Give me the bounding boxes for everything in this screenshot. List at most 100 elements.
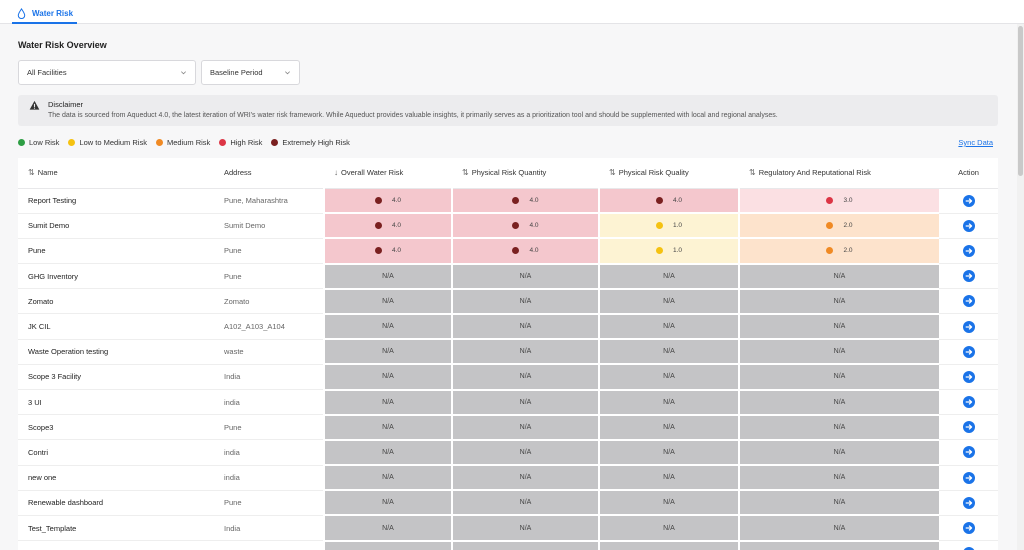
period-select[interactable]: Baseline Period bbox=[201, 60, 300, 85]
arrow-right-icon[interactable] bbox=[962, 345, 975, 358]
action-cell bbox=[939, 465, 998, 491]
risk-score-value: 1.0 bbox=[672, 247, 683, 255]
risk-na-cell: N/A bbox=[323, 414, 452, 441]
arrow-right-icon[interactable] bbox=[962, 446, 975, 459]
action-cell bbox=[939, 389, 998, 416]
disclaimer-title: Disclaimer bbox=[48, 100, 84, 109]
risk-na-cell: N/A bbox=[598, 515, 739, 542]
action-cell bbox=[939, 339, 998, 365]
arrow-right-icon[interactable] bbox=[962, 547, 975, 550]
risk-na-cell bbox=[451, 540, 599, 550]
arrow-right-icon[interactable] bbox=[962, 396, 975, 409]
column-header-regulatory-risk[interactable]: ⇅ Regulatory And Reputational Risk bbox=[739, 158, 939, 189]
risk-na-cell: N/A bbox=[598, 439, 739, 467]
page-scrollbar-thumb[interactable] bbox=[1018, 26, 1023, 176]
column-header-action-label: Action bbox=[958, 168, 979, 178]
arrow-right-icon[interactable] bbox=[962, 421, 975, 434]
table-row[interactable]: Pune Pune 4.0 4.0 1.0 2.0 bbox=[18, 238, 998, 265]
arrow-right-icon[interactable] bbox=[962, 194, 975, 207]
arrow-right-icon[interactable] bbox=[962, 320, 975, 333]
table-row[interactable]: JK CIL A102_A103_A104 N/A N/A N/A N/A bbox=[18, 313, 998, 341]
legend-dot-icon bbox=[271, 139, 279, 146]
arrow-right-icon[interactable] bbox=[962, 270, 975, 283]
column-header-physical-risk-quantity[interactable]: ⇅ Physical Risk Quantity bbox=[452, 158, 599, 189]
table-row[interactable]: 3 UI india N/A N/A N/A N/A bbox=[18, 389, 998, 416]
arrow-right-icon[interactable] bbox=[962, 471, 975, 484]
table-row[interactable]: Scope3 Pune N/A N/A N/A N/A bbox=[18, 414, 998, 441]
action-cell bbox=[939, 490, 998, 516]
column-header-physical-risk-quality[interactable]: ⇅ Physical Risk Quality bbox=[599, 158, 739, 189]
risk-na-cell: N/A bbox=[598, 364, 739, 391]
legend-item: Medium Risk bbox=[155, 138, 211, 147]
table-row[interactable]: Contri india N/A N/A N/A N/A bbox=[18, 439, 998, 467]
table-row[interactable]: Zomato Zomato N/A N/A N/A N/A bbox=[18, 288, 998, 315]
risk-na-cell: N/A bbox=[738, 339, 939, 366]
risk-na-cell: N/A bbox=[451, 339, 599, 366]
risk-na-cell: N/A bbox=[738, 389, 939, 416]
arrow-right-icon[interactable] bbox=[962, 244, 975, 257]
legend-item: High Risk bbox=[219, 138, 262, 147]
table-row[interactable]: Waste Operation testing waste N/A N/A N/A N/A bbox=[18, 339, 998, 366]
risk-na-cell: N/A bbox=[598, 288, 739, 315]
column-header-name[interactable]: ⇅ Name bbox=[18, 158, 214, 189]
risk-na-cell: N/A bbox=[738, 490, 939, 517]
risk-level-dot-icon bbox=[374, 222, 382, 230]
risk-level-dot-icon bbox=[655, 222, 663, 230]
sync-data-link[interactable]: Sync Data bbox=[958, 138, 993, 147]
legend-dot-icon bbox=[18, 139, 25, 146]
facility-address-cell: India bbox=[214, 364, 324, 391]
risk-na-cell: N/A bbox=[323, 364, 452, 391]
arrow-right-icon[interactable] bbox=[962, 219, 975, 232]
column-header-overall-water-risk[interactable]: ↓ Overall Water Risk bbox=[324, 158, 452, 189]
tab-water-risk[interactable]: Water Risk bbox=[12, 4, 78, 24]
table-row[interactable]: new one india N/A N/A N/A N/A bbox=[18, 465, 998, 492]
facility-address-cell: india bbox=[214, 439, 324, 466]
table-row[interactable]: Test_Template India N/A N/A N/A N/A bbox=[18, 515, 998, 542]
facility-select[interactable]: All Facilities bbox=[18, 60, 196, 85]
arrow-right-icon[interactable] bbox=[962, 370, 975, 383]
risk-score-value: 4.0 bbox=[391, 222, 402, 230]
risk-na-cell: N/A bbox=[451, 465, 599, 492]
water-risk-table: ⇅ Name Address ↓ Overall Water Risk ⇅ Physi… bbox=[18, 158, 998, 550]
arrow-right-icon[interactable] bbox=[962, 496, 975, 509]
risk-score-cell: 1.0 bbox=[598, 238, 739, 265]
arrow-right-icon[interactable] bbox=[962, 522, 975, 535]
risk-score-cell: 4.0 bbox=[451, 238, 599, 265]
legend-label: Medium Risk bbox=[166, 138, 211, 147]
table-row[interactable]: Scope 3 Facility India N/A N/A N/A N/A bbox=[18, 364, 998, 391]
legend-dot-icon bbox=[219, 139, 227, 146]
facility-select-value: All Facilities bbox=[27, 68, 67, 77]
risk-score-cell: 4.0 bbox=[451, 188, 599, 215]
column-header-regulatory-label: Regulatory And Reputational Risk bbox=[758, 168, 871, 178]
facility-address-cell: India bbox=[214, 515, 324, 542]
risk-score-value: 4.0 bbox=[391, 247, 402, 255]
column-header-address: Address bbox=[214, 158, 324, 189]
risk-level-dot-icon bbox=[512, 247, 520, 255]
risk-na-cell: N/A bbox=[451, 364, 599, 391]
facility-name-cell: Sumit Demo bbox=[18, 213, 214, 239]
risk-score-cell: 4.0 bbox=[598, 188, 739, 215]
risk-na-cell: N/A bbox=[738, 515, 939, 542]
page-scrollbar-track[interactable] bbox=[1017, 24, 1024, 550]
risk-na-cell: N/A bbox=[323, 515, 452, 542]
risk-na-cell: N/A bbox=[451, 490, 599, 517]
table-row[interactable]: Report Testing Pune, Maharashtra 4.0 4.0 4.0… bbox=[18, 188, 998, 215]
facility-address-cell: Zomato bbox=[214, 288, 324, 315]
risk-na-cell: N/A bbox=[451, 263, 599, 290]
top-tab-bar: Water Risk bbox=[0, 0, 1024, 24]
facility-address-cell: india bbox=[214, 389, 324, 416]
legend-label: High Risk bbox=[230, 138, 263, 147]
facility-name-cell: Scope3 bbox=[18, 414, 214, 441]
legend-item: Low to Medium Risk bbox=[68, 138, 147, 147]
risk-na-cell: N/A bbox=[738, 313, 939, 341]
table-row[interactable]: Sumit Demo Sumit Demo 4.0 4.0 1.0 2.0 bbox=[18, 213, 998, 240]
sort-icon: ⇅ bbox=[609, 168, 616, 178]
table-row[interactable] bbox=[18, 540, 998, 550]
table-row[interactable]: GHG Inventory Pune N/A N/A N/A N/A bbox=[18, 263, 998, 290]
tab-water-risk-label: Water Risk bbox=[32, 8, 74, 18]
legend-dot-icon bbox=[68, 139, 76, 146]
table-row[interactable]: Renewable dashboard Pune N/A N/A N/A N/A bbox=[18, 490, 998, 517]
arrow-right-icon[interactable] bbox=[962, 295, 975, 308]
risk-score-value: 4.0 bbox=[529, 247, 539, 255]
risk-na-cell: N/A bbox=[451, 439, 599, 467]
